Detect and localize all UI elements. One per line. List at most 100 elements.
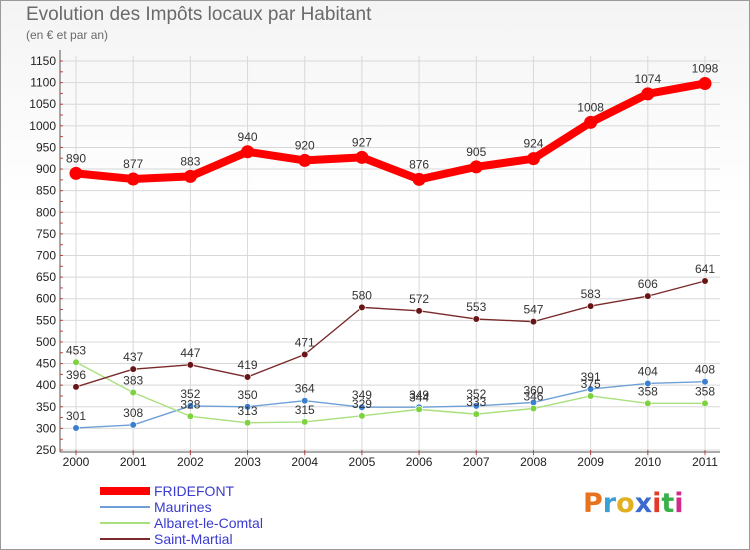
data-label: 547 xyxy=(523,303,543,317)
data-point xyxy=(472,315,480,323)
data-label: 641 xyxy=(695,262,715,276)
y-tick-label: 800 xyxy=(36,205,56,219)
legend-swatch xyxy=(100,538,150,540)
data-point xyxy=(129,388,137,397)
data-label: 580 xyxy=(352,288,372,302)
x-tick-label: 2010 xyxy=(634,455,661,469)
data-label: 352 xyxy=(180,387,200,401)
legend-swatch xyxy=(100,522,150,524)
data-label: 876 xyxy=(409,157,429,171)
data-label: 877 xyxy=(123,157,143,171)
y-tick-label: 900 xyxy=(36,162,56,176)
y-tick-label: 500 xyxy=(36,335,56,349)
data-label: 358 xyxy=(638,384,658,398)
data-point xyxy=(358,412,366,420)
data-label: 346 xyxy=(523,390,543,404)
data-label: 360 xyxy=(523,383,543,397)
data-point xyxy=(241,145,255,159)
data-point xyxy=(129,365,137,373)
x-tick-label: 2000 xyxy=(63,455,90,469)
x-tick-label: 2007 xyxy=(463,455,490,469)
data-label: 301 xyxy=(66,409,86,423)
data-point xyxy=(243,419,252,427)
data-label: 349 xyxy=(352,388,372,402)
data-label: 583 xyxy=(581,287,601,301)
data-label: 350 xyxy=(238,388,258,402)
x-tick-label: 2001 xyxy=(120,455,147,469)
y-tick-label: 850 xyxy=(36,184,56,198)
data-point xyxy=(298,153,312,167)
y-tick-label: 750 xyxy=(36,227,56,241)
x-tick-label: 2006 xyxy=(406,455,433,469)
data-label: 349 xyxy=(409,388,429,402)
data-point xyxy=(301,350,309,359)
data-label: 364 xyxy=(295,382,315,396)
logo-letter: P xyxy=(583,488,603,519)
data-label: 437 xyxy=(123,350,143,364)
legend-label: Maurines xyxy=(154,499,212,515)
data-label: 883 xyxy=(180,154,200,168)
y-tick-label: 650 xyxy=(36,270,56,284)
data-point xyxy=(358,403,366,411)
data-label: 924 xyxy=(523,137,543,151)
data-label: 453 xyxy=(66,343,86,357)
x-tick-label: 2004 xyxy=(291,455,318,469)
logo-letter: x xyxy=(634,488,653,519)
data-point xyxy=(412,172,426,186)
data-point xyxy=(584,115,598,129)
logo-letter: r xyxy=(602,488,617,519)
logo-letter: o xyxy=(616,488,635,519)
data-point xyxy=(355,150,369,164)
data-point xyxy=(126,172,140,186)
data-label: 905 xyxy=(466,145,486,159)
data-point xyxy=(72,383,80,391)
data-point xyxy=(243,403,252,411)
data-point xyxy=(69,166,83,180)
data-label: 352 xyxy=(466,387,486,401)
data-point xyxy=(644,399,652,407)
y-tick-label: 600 xyxy=(36,292,56,306)
data-point xyxy=(701,378,709,386)
data-label: 1008 xyxy=(577,100,604,114)
data-label: 471 xyxy=(295,335,315,349)
data-point xyxy=(587,302,595,310)
y-tick-label: 700 xyxy=(36,249,56,263)
data-label: 447 xyxy=(180,346,200,360)
data-point xyxy=(186,402,194,410)
data-point xyxy=(358,303,366,311)
data-label: 315 xyxy=(295,403,315,417)
data-label: 308 xyxy=(123,406,143,420)
data-label: 391 xyxy=(581,370,601,384)
data-point xyxy=(301,397,309,405)
data-label: 920 xyxy=(295,138,315,152)
data-label: 344 xyxy=(409,390,429,404)
legend-label: Albaret-le-Comtal xyxy=(154,515,263,531)
data-label: 1098 xyxy=(692,61,719,75)
logo-letter: i xyxy=(652,488,662,519)
data-label: 408 xyxy=(695,363,715,377)
y-tick-label: 250 xyxy=(36,443,56,457)
y-tick-label: 350 xyxy=(36,400,56,414)
series-line-fridefont xyxy=(72,79,709,184)
y-tick-label: 1150 xyxy=(30,54,56,68)
data-label: 419 xyxy=(238,358,258,372)
data-label: 396 xyxy=(66,368,86,382)
y-tick-label: 950 xyxy=(36,140,56,154)
x-tick-label: 2005 xyxy=(349,455,376,469)
data-point xyxy=(415,405,423,413)
y-tick-label: 1100 xyxy=(30,76,56,90)
data-point xyxy=(701,399,709,407)
data-label: 375 xyxy=(581,377,601,391)
data-point xyxy=(129,421,137,429)
data-point xyxy=(469,160,483,174)
series-line-maurines xyxy=(75,381,706,429)
data-point xyxy=(415,307,423,315)
data-label: 329 xyxy=(352,397,372,411)
data-point xyxy=(72,358,80,366)
data-point xyxy=(529,318,538,326)
data-label: 927 xyxy=(352,135,372,149)
data-point xyxy=(698,76,712,90)
data-label: 572 xyxy=(409,292,429,306)
logo-letter: i xyxy=(674,488,684,519)
